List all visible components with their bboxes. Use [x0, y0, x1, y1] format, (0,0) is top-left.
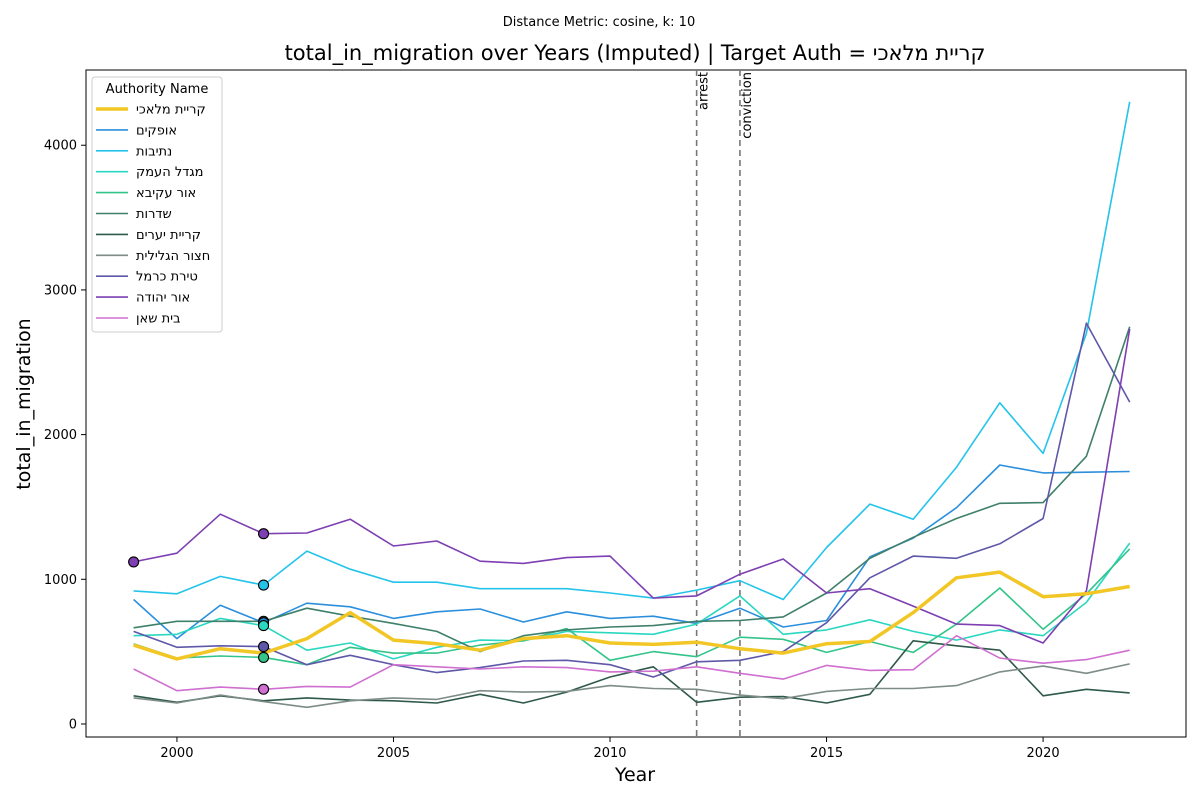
- legend-label: אופקים: [136, 123, 177, 138]
- data-point-marker: [258, 683, 270, 695]
- plot-frame: [85, 69, 1187, 738]
- event-label: arrest: [697, 72, 712, 110]
- y-tick-label: 2000: [44, 428, 77, 443]
- y-axis-title: total_in_migration: [13, 318, 35, 489]
- chart-suptitle: Distance Metric: cosine, k: 10: [503, 15, 695, 30]
- series-line: [133, 663, 1130, 709]
- data-point-marker: [128, 556, 140, 568]
- legend-label: קריית יערים: [136, 228, 201, 243]
- series-line: [133, 542, 1131, 660]
- y-tick-label: 0: [69, 717, 77, 732]
- x-tick-label: 2000: [160, 746, 193, 761]
- legend-label: בית שאן: [136, 312, 181, 327]
- data-point-marker: [258, 620, 270, 632]
- series-line: [133, 464, 1130, 640]
- y-tick-label: 1000: [44, 573, 77, 588]
- series-line: [133, 328, 1131, 644]
- legend-title: Authority Name: [106, 82, 209, 97]
- legend-label: חצור הגלילית: [136, 249, 210, 264]
- legend-label: טירת כרמל: [136, 270, 198, 285]
- chart-title: total_in_migration over Years (Imputed) …: [285, 41, 986, 66]
- data-point-marker: [258, 641, 270, 653]
- x-tick-label: 2020: [1027, 746, 1060, 761]
- legend-label: שדרות: [136, 207, 172, 222]
- series-line: [133, 101, 1131, 601]
- y-tick-label: 3000: [44, 283, 77, 298]
- series-line: [133, 634, 1130, 692]
- legend-label: מגדל העמק: [136, 165, 204, 180]
- data-point-marker: [258, 528, 270, 540]
- legend: Authority Name קריית מלאכי אופקים נתיבות מג…: [91, 76, 223, 333]
- plot-area: 2000 2005 2010 2015 2020 0 1000 2000 3000 4000 arr…: [44, 69, 1187, 761]
- legend-label: אור יהודה: [136, 291, 190, 306]
- data-point-marker: [258, 579, 270, 591]
- legend-label: קריית מלאכי: [136, 103, 206, 118]
- x-tick-label: 2015: [810, 746, 843, 761]
- x-tick-label: 2010: [593, 746, 626, 761]
- x-tick-label: 2005: [377, 746, 410, 761]
- event-label: conviction: [740, 72, 755, 139]
- y-tick-label: 4000: [44, 139, 77, 154]
- data-point-marker: [258, 651, 270, 663]
- legend-box: [91, 76, 223, 333]
- series-line: [133, 548, 1131, 666]
- legend-label: נתיבות: [136, 144, 172, 159]
- legend-label: אור עקיבא: [136, 186, 196, 201]
- series-line: [133, 322, 1131, 678]
- x-axis-title: Year: [614, 764, 655, 786]
- series-line: [133, 570, 1130, 661]
- series-line: [133, 326, 1131, 653]
